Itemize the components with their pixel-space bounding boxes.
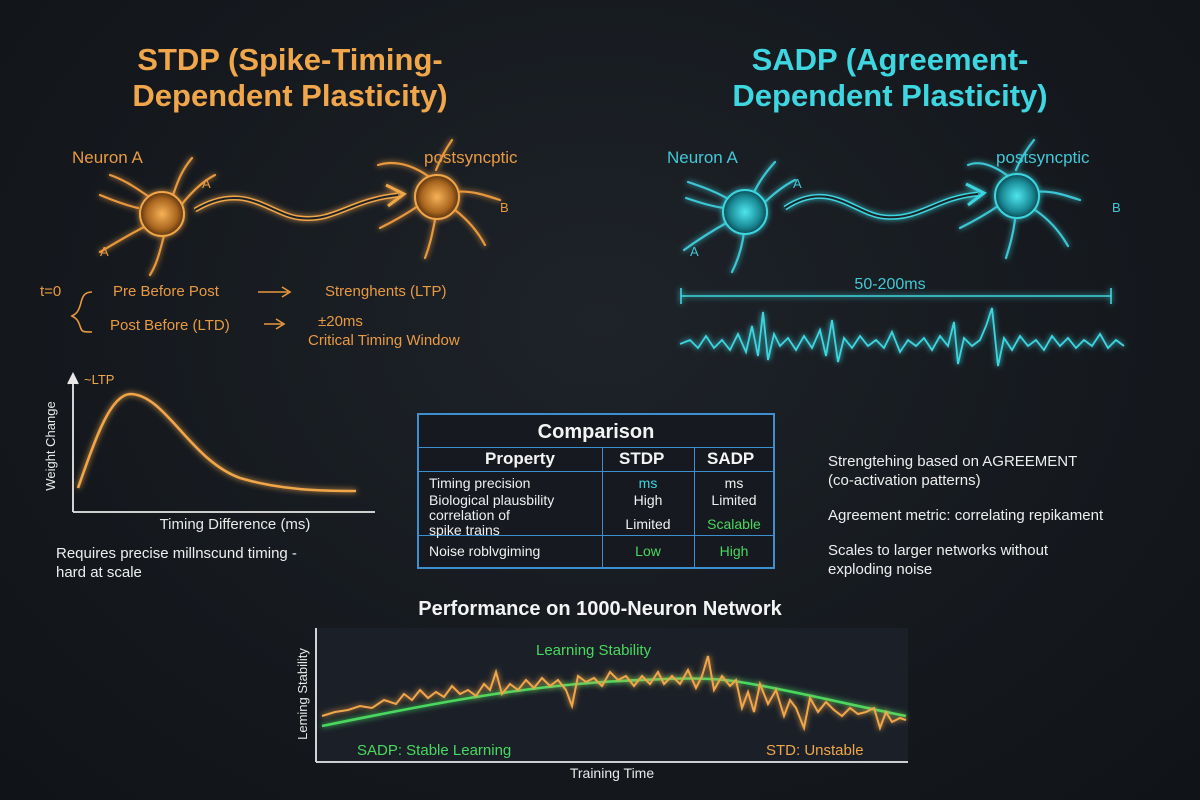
sadp-axon-arrow xyxy=(783,182,987,220)
performance-xlabel: Training Time xyxy=(569,765,655,781)
sadp-title-line1: SADP (Agreement- xyxy=(751,42,1029,77)
sadp-neuron-b-icon xyxy=(958,138,1082,260)
sadp-note-2: (co-activation patterns) xyxy=(828,472,981,489)
table-row-3-property-line1: correlation of xyxy=(429,507,510,523)
table-row-1-sadp: ms xyxy=(724,475,744,491)
sadp-note-4: Scales to larger networks without xyxy=(828,542,1049,559)
sadp-title: SADP (Agreement- Dependent Plasticity) xyxy=(660,42,1120,114)
table-row-3-property-line2: spike trains xyxy=(429,522,500,538)
sadp-neuron-a-icon xyxy=(682,160,797,274)
comparison-title: Comparison xyxy=(419,415,773,448)
sadp-label-a-top: A xyxy=(793,176,802,191)
table-row-4-stdp: Low xyxy=(635,543,661,559)
stdp-post-before-ltd: Post Before (LTD) xyxy=(110,317,230,334)
table-row-1-property: Timing precision xyxy=(429,475,531,491)
stdp-ltp-label: ~LTP xyxy=(84,372,115,387)
table-row-2-stdp: High xyxy=(633,492,663,508)
sadp-notes: Strengtehing based on AGREEMENT (co-acti… xyxy=(828,452,1188,579)
stdp-curve-axes xyxy=(67,371,375,513)
stdp-window-label: Critical Timing Window xyxy=(308,332,460,349)
stdp-note-line1: Requires precise millnscund timing - xyxy=(56,545,297,562)
stdp-title-line1: STDP (Spike-Timing- xyxy=(137,42,443,77)
table-row-4-property: Noise roblvgiming xyxy=(429,543,541,559)
stdp-unstable-curve xyxy=(321,655,907,732)
stdp-neuron-a-icon xyxy=(98,156,217,277)
sadp-note-5: exploding noise xyxy=(828,561,933,578)
performance-stability-label: Learning Stability xyxy=(536,642,652,659)
stdp-label-a-top: A xyxy=(202,176,211,191)
stdp-xlabel: Timing Difference (ms) xyxy=(159,516,311,533)
sadp-label-a-bottom: A xyxy=(690,244,699,259)
sadp-note-3: Agreement metric: correlating repikament xyxy=(828,507,1104,524)
performance-sadp-label: SADP: Stable Learning xyxy=(357,742,512,759)
column-header-property: Property xyxy=(485,449,555,468)
sadp-neuron-a-label: Neuron A xyxy=(667,148,738,167)
stdp-label-a-bottom: A xyxy=(100,244,109,259)
stdp-neuron-a-label: Neuron A xyxy=(72,148,143,167)
sadp-spike-waveform xyxy=(679,307,1125,367)
sadp-postsynaptic-label: postsyncptic xyxy=(996,148,1090,167)
performance-title: Performance on 1000-Neuron Network xyxy=(418,598,782,620)
sadp-window-label: 50-200ms xyxy=(854,276,926,293)
stdp-ylabel: Weight Change xyxy=(43,401,58,491)
column-header-stdp: STDP xyxy=(619,449,665,468)
stdp-title-line2: Dependent Plasticity) xyxy=(132,78,448,113)
sadp-label-b: B xyxy=(1112,200,1121,215)
table-row-2-sadp: Limited xyxy=(711,492,757,508)
performance-stdp-label: STD: Unstable xyxy=(766,742,864,759)
comparison-table: Comparison Property STDP SADP Timing pre… xyxy=(417,413,775,569)
stdp-window-value: ±20ms xyxy=(318,313,363,330)
stdp-note: Requires precise millnscund timing - har… xyxy=(56,544,297,582)
sadp-title-line2: Dependent Plasticity) xyxy=(732,78,1048,113)
stdp-neuron-b-icon xyxy=(376,138,502,260)
table-row-2-property: Biological plausbility xyxy=(429,492,555,508)
table-row-3-sadp: Scalable xyxy=(707,516,761,532)
table-row-1-stdp: ms xyxy=(638,475,658,491)
stdp-axon-arrow xyxy=(193,183,407,221)
table-row-3-stdp: Limited xyxy=(625,516,671,532)
stdp-timing-brace xyxy=(70,286,292,333)
table-row-4-sadp: High xyxy=(719,543,749,559)
stdp-label-b: B xyxy=(500,200,509,215)
performance-ylabel: Leming Stability xyxy=(295,648,310,740)
sadp-window-ruler xyxy=(680,288,1112,304)
stdp-postsynaptic-label: postsyncptic xyxy=(424,148,518,167)
stdp-t0-label: t=0 xyxy=(40,283,62,300)
stdp-title: STDP (Spike-Timing- Dependent Plasticity… xyxy=(60,42,520,114)
stdp-pre-before-post: Pre Before Post xyxy=(113,283,219,300)
stdp-strengthens-ltp: Strenghents (LTP) xyxy=(325,283,447,300)
stdp-ltp-curve xyxy=(76,392,357,493)
stdp-note-line2: hard at scale xyxy=(56,564,142,581)
column-header-sadp: SADP xyxy=(707,449,755,468)
sadp-note-1: Strengtehing based on AGREEMENT xyxy=(828,453,1078,470)
